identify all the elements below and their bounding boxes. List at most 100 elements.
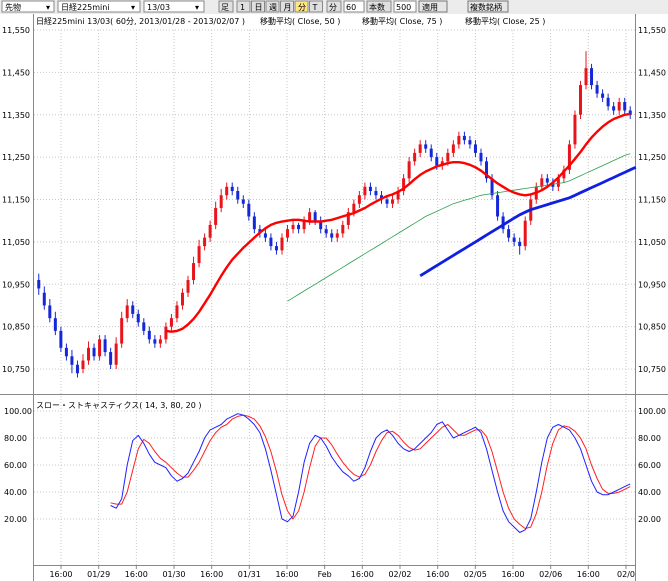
candle: [451, 140, 455, 158]
osc-tick-right: 40.00: [638, 488, 661, 497]
candle: [280, 233, 284, 255]
chart-kind-button[interactable]: 足: [218, 0, 234, 13]
candle: [562, 165, 566, 183]
candle: [98, 335, 102, 361]
candle: [457, 131, 461, 149]
candle: [42, 286, 46, 310]
candle: [153, 335, 157, 348]
candle: [263, 229, 267, 242]
price-tick-right: 10,750: [638, 365, 666, 374]
osc-tick-left: 40.00: [4, 488, 27, 497]
osc-tick-left: 60.00: [4, 461, 27, 470]
candle: [37, 273, 41, 295]
candle: [468, 135, 472, 149]
candle: [573, 110, 577, 149]
market-select-label: 先物: [5, 2, 21, 12]
candle: [578, 80, 582, 119]
candle: [584, 51, 588, 90]
candle: [48, 299, 52, 323]
osc-tick-left: 100.00: [4, 407, 32, 416]
candle: [225, 182, 229, 200]
price-tick-left: 10,750: [2, 365, 30, 374]
candle: [424, 140, 428, 153]
interval-label: 分: [329, 3, 337, 12]
candle: [247, 199, 251, 221]
interval-input[interactable]: 60: [343, 0, 365, 13]
period-button-label: 1: [240, 3, 245, 12]
candle: [53, 311, 57, 336]
period-button-4[interactable]: 分: [294, 0, 309, 13]
chevron-down-icon: ▾: [46, 3, 50, 12]
candle: [274, 241, 278, 255]
count-label: 本数: [369, 2, 385, 12]
apply-button[interactable]: 適用: [418, 0, 448, 13]
market-select[interactable]: 先物 ▾: [1, 0, 55, 13]
candle: [324, 224, 328, 238]
candle: [512, 233, 516, 247]
contract-select-label: 13/03: [147, 3, 170, 12]
osc-tick-right: 80.00: [638, 434, 661, 443]
apply-label: 適用: [422, 2, 438, 12]
time-tick-label: 02/05: [464, 570, 487, 579]
osc-header: スロー・ストキャスティクス( 14, 3, 80, 20 ): [36, 401, 202, 410]
time-tick-label: 01/29: [87, 570, 110, 579]
candle: [341, 220, 345, 238]
symbol-select[interactable]: 日経225mini ▾: [57, 0, 141, 13]
candle: [291, 220, 295, 234]
candle: [606, 93, 610, 111]
candle: [567, 140, 571, 175]
time-tick-label: 02/02: [388, 570, 411, 579]
candle: [197, 239, 201, 268]
price-tick-right: 11,450: [638, 68, 666, 77]
candle: [595, 80, 599, 98]
chevron-down-icon: ▾: [131, 3, 135, 12]
price-tick-left: 11,050: [2, 238, 30, 247]
period-button-2[interactable]: 週: [265, 0, 280, 13]
period-button-0[interactable]: 1: [236, 0, 251, 13]
price-header-ma50: 移動平均( Close, 50 ): [260, 16, 340, 26]
compare-button[interactable]: 複数銘柄: [467, 0, 509, 13]
candle: [87, 341, 91, 365]
candle: [623, 97, 627, 115]
period-button-3[interactable]: 月: [280, 0, 294, 13]
price-tick-left: 10,850: [2, 323, 30, 332]
candle: [368, 182, 372, 196]
time-tick-label: 01/31: [238, 570, 261, 579]
candle: [214, 201, 218, 230]
candle: [114, 337, 118, 369]
period-button-label: T: [312, 3, 318, 12]
candle: [462, 131, 466, 145]
candle: [330, 229, 334, 242]
candle: [92, 343, 96, 361]
period-button-label: 週: [269, 3, 277, 12]
candle: [429, 144, 433, 162]
contract-select[interactable]: 13/03 ▾: [143, 0, 205, 13]
candle: [612, 102, 616, 115]
candle: [551, 178, 555, 192]
price-tick-right: 10,950: [638, 280, 666, 289]
candle: [236, 186, 240, 204]
candle: [203, 233, 207, 251]
period-button-5[interactable]: T: [309, 0, 323, 13]
count-input[interactable]: 500: [393, 0, 417, 13]
candle: [136, 309, 140, 327]
candle: [590, 63, 594, 90]
price-tick-left: 11,350: [2, 111, 30, 120]
candle: [501, 212, 505, 234]
candle: [297, 222, 301, 234]
time-tick-label: 16:00: [125, 570, 148, 579]
candle: [286, 224, 290, 242]
candle: [357, 191, 361, 208]
chart-kind-label: 足: [221, 3, 229, 12]
candle: [601, 89, 605, 103]
candle: [319, 216, 323, 234]
price-header-ma75: 移動平均( Close, 75 ): [362, 16, 442, 26]
candle: [302, 216, 306, 234]
interval-button[interactable]: 分: [326, 0, 342, 13]
candle: [407, 157, 411, 183]
candle: [485, 157, 489, 183]
time-tick-label: Feb: [318, 570, 332, 579]
candle: [413, 148, 417, 166]
count-button[interactable]: 本数: [366, 0, 392, 13]
period-button-1[interactable]: 日: [251, 0, 265, 13]
